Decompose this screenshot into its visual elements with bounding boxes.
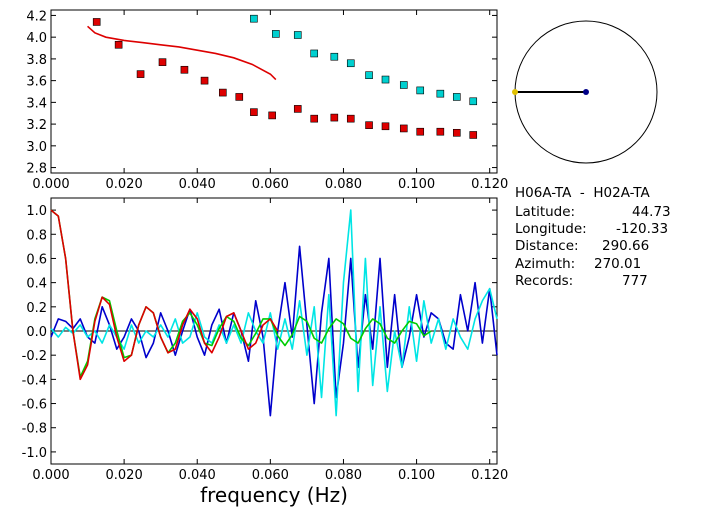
top-curve — [87, 25, 277, 81]
data-point — [293, 31, 302, 39]
series-line-1 — [50, 209, 498, 417]
data-point — [469, 131, 478, 139]
data-point — [452, 128, 461, 137]
data-point — [399, 124, 408, 133]
latitude-value: 44.73 — [632, 204, 671, 220]
data-point — [365, 71, 373, 79]
y-tick-label: -0.2 — [22, 349, 47, 364]
bottom-series-lines — [50, 209, 498, 417]
y-tick-label: -0.6 — [22, 398, 47, 413]
series-line-0 — [50, 245, 498, 417]
x-tick-label: 0.060 — [252, 468, 289, 483]
data-point — [452, 93, 461, 101]
y-tick-label: 1.0 — [26, 204, 47, 219]
data-point — [381, 122, 390, 131]
station-pair-label: H06A-TA - H02A-TA — [515, 185, 650, 201]
data-point — [381, 75, 390, 84]
data-point — [346, 59, 355, 68]
y-tick-label: 3.0 — [26, 140, 47, 155]
station-center-dot — [583, 89, 589, 95]
x-tick-label: 0.040 — [179, 468, 216, 483]
y-tick-label: 4.0 — [26, 31, 47, 46]
x-tick-label: 0.100 — [398, 468, 435, 483]
y-tick-label: 0.0 — [26, 325, 47, 340]
azimuth-dial — [512, 20, 658, 164]
azimuth-label: Azimuth: — [515, 256, 576, 272]
distance-value: 290.66 — [602, 238, 650, 254]
longitude-label: Longitude: — [515, 221, 587, 237]
data-point — [310, 49, 319, 58]
data-point — [219, 88, 227, 97]
records-value: 777 — [622, 273, 648, 289]
top-series-line — [87, 25, 277, 81]
x-axis-title: frequency (Hz) — [200, 483, 348, 507]
x-tick-label: 0.080 — [325, 177, 362, 192]
correlation-panel: 0.000 0.020 0.040 0.060 0.080 0.100 0.120 -1.0 -… — [22, 197, 508, 507]
y-tick-label: -0.4 — [22, 373, 47, 388]
x-tick-label: 0.000 — [32, 177, 69, 192]
x-tick-label: 0.100 — [398, 177, 435, 192]
data-point — [330, 52, 339, 61]
longitude-value: -120.33 — [616, 221, 669, 237]
dispersion-panel: 0.000 0.020 0.040 0.060 0.080 0.100 0.120 2.8 3.… — [26, 9, 508, 192]
top-plot-frame — [50, 9, 498, 174]
data-point — [436, 89, 445, 98]
y-tick-label: 0.4 — [26, 277, 47, 292]
y-tick-label: -1.0 — [22, 446, 47, 461]
y-tick-label: -0.8 — [22, 422, 47, 437]
data-point — [416, 127, 425, 136]
y-tick-label: 2.8 — [26, 162, 47, 177]
series-line-3 — [50, 209, 279, 381]
y-tick-label: 0.8 — [26, 228, 47, 243]
series-line-2 — [50, 209, 432, 378]
x-tick-label: 0.120 — [471, 468, 508, 483]
data-point — [272, 30, 280, 38]
records-label: Records: — [515, 273, 574, 289]
data-point — [293, 105, 302, 113]
y-tick-label: 3.2 — [26, 118, 47, 133]
top-axis-ticks: 0.000 0.020 0.040 0.060 0.080 0.100 0.120 2.8 3.… — [26, 9, 508, 192]
data-point — [114, 40, 123, 49]
y-tick-label: 3.6 — [26, 75, 47, 90]
y-tick-label: 4.2 — [26, 9, 47, 24]
data-point — [365, 121, 373, 129]
y-tick-label: 3.4 — [26, 96, 47, 111]
data-point — [250, 108, 258, 116]
distance-label: Distance: — [515, 238, 579, 254]
data-point — [235, 93, 244, 101]
data-point — [136, 70, 145, 78]
data-point — [92, 18, 101, 26]
top-scatter-points — [92, 14, 478, 139]
x-tick-label: 0.020 — [106, 177, 143, 192]
latitude-label: Latitude: — [515, 204, 576, 220]
x-tick-label: 0.080 — [325, 468, 362, 483]
data-point — [330, 113, 339, 122]
bottom-axis-ticks: 0.000 0.020 0.040 0.060 0.080 0.100 0.120 -1.0 -… — [22, 198, 508, 483]
data-point — [346, 114, 355, 123]
x-tick-label: 0.000 — [32, 468, 69, 483]
data-point — [268, 111, 276, 120]
y-tick-label: 0.6 — [26, 252, 47, 267]
data-point — [200, 76, 209, 85]
data-point — [310, 114, 319, 123]
x-tick-label: 0.120 — [471, 177, 508, 192]
x-tick-label: 0.040 — [179, 177, 216, 192]
data-point — [180, 65, 189, 74]
x-tick-label: 0.060 — [252, 177, 289, 192]
data-point — [158, 58, 167, 66]
data-point — [416, 86, 425, 95]
x-tick-label: 0.020 — [106, 468, 143, 483]
data-point — [399, 81, 408, 89]
data-point — [469, 97, 478, 106]
data-point — [436, 127, 445, 136]
y-tick-label: 0.2 — [26, 301, 47, 316]
azimuth-value: 270.01 — [594, 256, 642, 272]
station-edge-dot — [512, 89, 518, 95]
y-tick-label: 3.8 — [26, 53, 47, 68]
data-point — [250, 14, 258, 23]
